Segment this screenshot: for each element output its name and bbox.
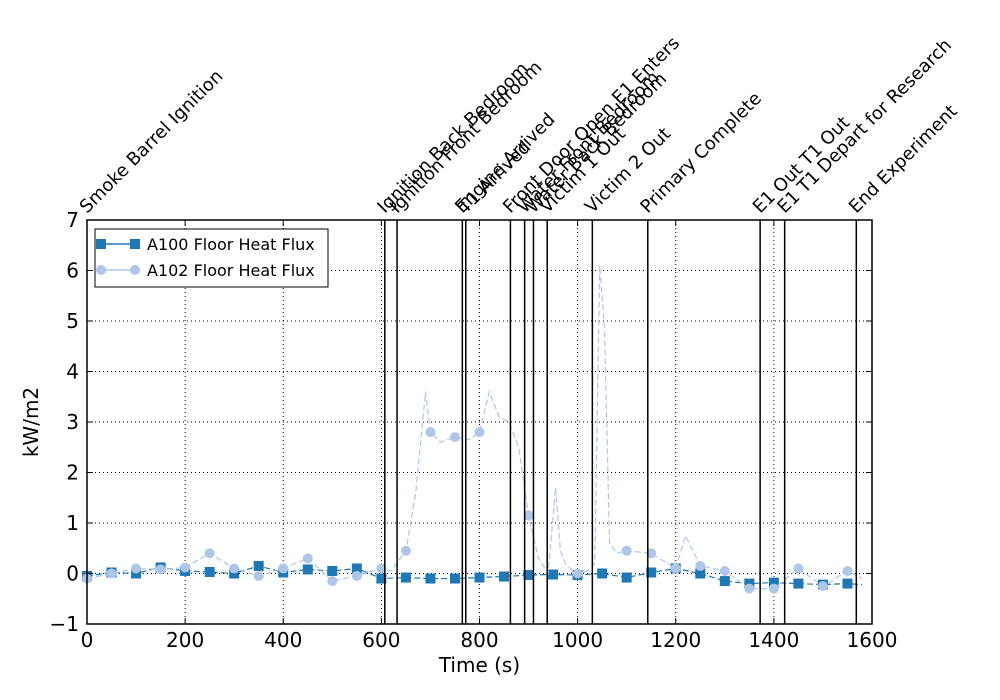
data-point (646, 567, 657, 578)
data-point (695, 568, 706, 579)
x-tick-label: 600 (362, 628, 400, 652)
x-tick-label: 200 (166, 628, 204, 652)
data-point (719, 576, 730, 587)
data-point (719, 565, 730, 576)
data-point (327, 576, 338, 587)
data-point (131, 568, 142, 579)
legend-box (94, 228, 329, 288)
data-point (621, 545, 632, 556)
data-point (204, 548, 215, 559)
y-tick-label: 3 (66, 410, 79, 434)
legend-marker (130, 239, 140, 249)
y-tick-label: −1 (50, 612, 79, 636)
x-tick-label: 1000 (552, 628, 603, 652)
y-tick-label: 1 (66, 511, 79, 535)
data-point (376, 563, 387, 574)
y-tick-label: 4 (66, 360, 79, 384)
data-point (499, 571, 510, 582)
data-point (572, 568, 583, 579)
data-point (155, 564, 166, 575)
data-point (302, 564, 313, 575)
legend-label: A100 Floor Heat Flux (147, 235, 315, 254)
legend-marker (130, 265, 140, 275)
data-point (278, 563, 289, 574)
x-tick-label: 400 (264, 628, 302, 652)
series-line (86, 265, 863, 590)
data-point (400, 572, 411, 583)
data-point (253, 560, 264, 571)
data-point (180, 562, 191, 573)
data-point (425, 427, 436, 438)
series-area (82, 265, 863, 594)
data-point (474, 572, 485, 583)
data-point (351, 571, 362, 582)
data-point (229, 563, 240, 574)
data-point (621, 572, 632, 583)
data-point (302, 553, 313, 564)
x-tick-label: 1600 (847, 628, 898, 652)
data-point (646, 548, 657, 559)
legend-item: A102 Floor Heat Flux (96, 261, 315, 280)
y-tick-label: 5 (66, 309, 79, 333)
x-tick-label: 1400 (748, 628, 799, 652)
data-point (400, 545, 411, 556)
data-point (793, 578, 804, 589)
x-tick-label: 1200 (650, 628, 701, 652)
event-label: Smoke Barrel Ignition (76, 66, 228, 218)
data-point (106, 568, 117, 579)
data-point (131, 563, 142, 574)
data-point (744, 578, 755, 589)
data-point (449, 573, 460, 584)
data-point (548, 569, 559, 580)
data-point (842, 565, 853, 576)
y-tick-label: 2 (66, 461, 79, 485)
data-point (449, 432, 460, 443)
data-point (327, 565, 338, 576)
data-point (474, 427, 485, 438)
y-tick-label: 6 (66, 259, 79, 283)
data-point (817, 581, 828, 592)
data-point (425, 573, 436, 584)
data-point (597, 568, 608, 579)
data-point (670, 563, 681, 574)
legend-marker (96, 239, 106, 249)
data-point (842, 578, 853, 589)
x-tick-label: 800 (460, 628, 498, 652)
data-point (768, 583, 779, 594)
data-point (523, 510, 534, 521)
event-markers: Smoke Barrel Ignition Ignition Back Bedro… (76, 33, 962, 624)
data-point (744, 583, 755, 594)
y-tick-label: 0 (66, 562, 79, 586)
x-tick-label: 0 (81, 628, 94, 652)
y-tick-label: 7 (66, 208, 79, 232)
series-2 (82, 265, 863, 594)
data-point (793, 563, 804, 574)
legend-label: A102 Floor Heat Flux (147, 261, 315, 280)
y-axis-title: kW/m2 (19, 387, 43, 457)
data-point (695, 560, 706, 571)
legend-marker (96, 265, 106, 275)
data-point (229, 568, 240, 579)
legend: A100 Floor Heat Flux A102 Floor Heat Flux (94, 228, 329, 288)
x-axis-title: Time (s) (438, 653, 520, 677)
legend-item: A100 Floor Heat Flux (96, 235, 315, 254)
data-point (253, 571, 264, 582)
data-point (523, 570, 534, 581)
data-point (204, 566, 215, 577)
data-point (351, 563, 362, 574)
data-point (376, 573, 387, 584)
data-point (768, 577, 779, 588)
